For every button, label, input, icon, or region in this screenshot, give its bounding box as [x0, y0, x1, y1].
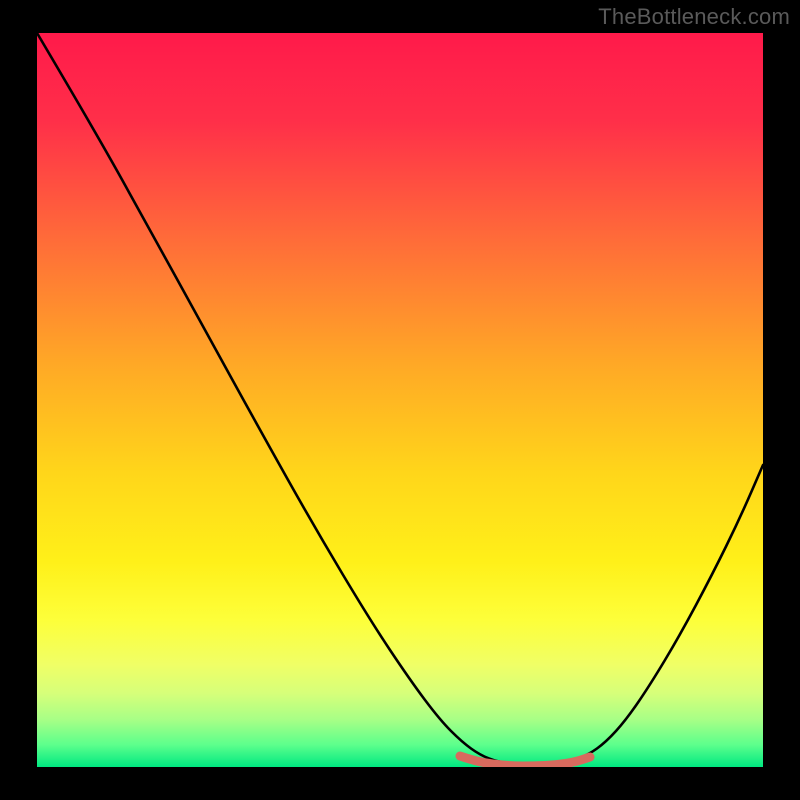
chart-canvas: TheBottleneck.com — [0, 0, 800, 800]
watermark-text: TheBottleneck.com — [598, 4, 790, 30]
chart-svg — [0, 0, 800, 800]
